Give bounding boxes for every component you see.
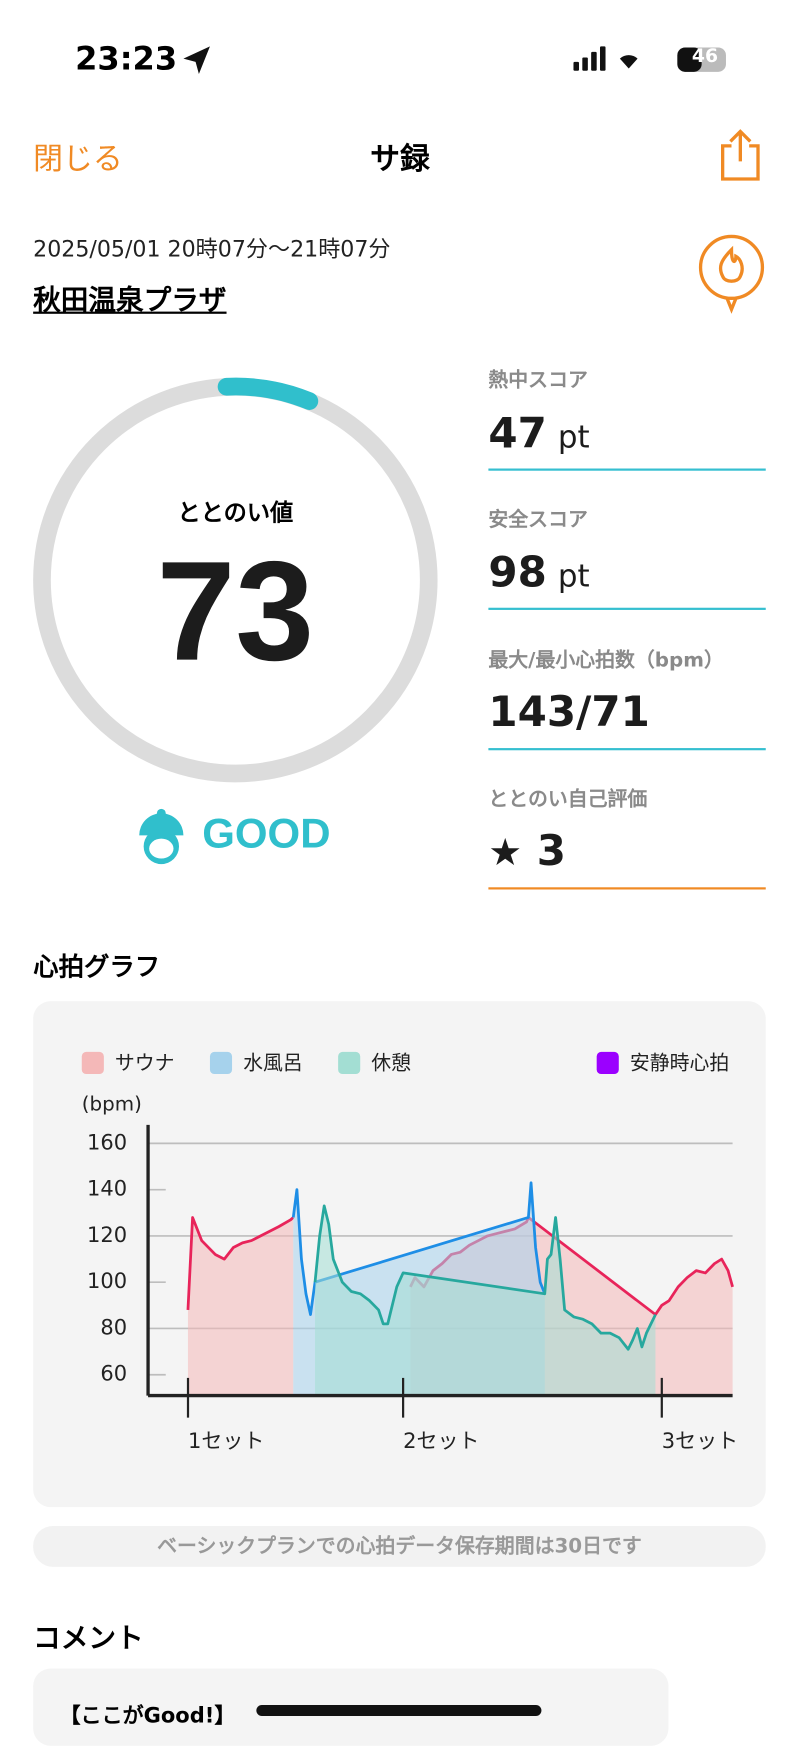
- battery-level: 46: [691, 45, 719, 68]
- stat-number: 47: [488, 408, 547, 458]
- y-tick-label: 100: [87, 1269, 127, 1293]
- score-label: ととのい値: [177, 499, 294, 526]
- y-tick-label: 60: [100, 1362, 127, 1386]
- x-tick-label: 3セット: [662, 1429, 738, 1453]
- stat-label: ととのい自己評価: [488, 787, 648, 812]
- fire-badge[interactable]: [696, 234, 767, 314]
- stat-value: 143/71: [488, 687, 650, 736]
- score-gauge: [33, 377, 438, 783]
- star-icon: ★: [488, 830, 523, 876]
- retention-note: ベーシックプランでの心拍データ保存期間は30日です: [33, 1525, 766, 1567]
- page-title: サ録: [370, 142, 430, 177]
- stat-unit: pt: [557, 418, 590, 456]
- close-button[interactable]: 閉じる: [33, 142, 123, 177]
- legend-swatch: [81, 1051, 104, 1075]
- stat-label: 安全スコア: [488, 508, 588, 532]
- line: [313, 1204, 657, 1351]
- stat-number: 3: [536, 826, 566, 876]
- stat-number: 98: [488, 548, 547, 597]
- heart-rate-chart: (bpm) サウナ 水風呂 休憩 安静時心拍 60 80 100 120 140 160 1セット 2…: [81, 1051, 738, 1453]
- share-button[interactable]: [716, 128, 765, 183]
- y-tick-label: 160: [87, 1130, 127, 1154]
- legend-label: 休憩: [371, 1052, 411, 1075]
- stat-label: 熱中スコア: [488, 369, 588, 393]
- score-value: 73: [156, 532, 315, 691]
- legend-swatch: [209, 1051, 233, 1075]
- legend-label: 水風呂: [243, 1052, 303, 1075]
- divider: [488, 468, 766, 471]
- stat-value: ★ 3: [488, 827, 566, 876]
- stat-unit: pt: [557, 558, 590, 595]
- rating-text: GOOD: [202, 811, 331, 858]
- section-title: 心拍グラフ: [33, 953, 161, 983]
- divider: [488, 748, 766, 751]
- legend-swatch: [596, 1051, 619, 1075]
- x-tick-label: 1セット: [188, 1429, 264, 1453]
- area: [315, 1205, 656, 1396]
- status-icons: [573, 46, 726, 72]
- facility-link[interactable]: 秋田温泉プラザ: [33, 283, 227, 317]
- legend-swatch: [338, 1051, 361, 1075]
- status-time: 23:23: [75, 39, 178, 78]
- stat-value: 98 pt: [488, 548, 589, 597]
- rating-icon: [139, 808, 184, 865]
- section-title: コメント: [33, 1622, 144, 1655]
- x-tick-label: 2セット: [403, 1429, 479, 1453]
- stat-label: 最大/最小心拍数（bpm）: [488, 648, 724, 672]
- comment-heading: 【ここがGood!】: [59, 1703, 236, 1729]
- y-tick-label: 140: [87, 1177, 127, 1201]
- divider: [488, 607, 766, 610]
- legend-label: 安静時心拍: [630, 1052, 729, 1075]
- redaction-bar: [256, 1704, 542, 1717]
- location-icon: [183, 46, 210, 75]
- y-tick-label: 120: [87, 1223, 127, 1247]
- chart-card: [33, 1001, 766, 1508]
- y-axis-label: (bpm): [82, 1092, 142, 1115]
- legend-label: サウナ: [115, 1052, 175, 1075]
- y-tick-label: 80: [100, 1315, 127, 1339]
- divider: [488, 887, 766, 890]
- session-datetime: 2025/05/01 20時07分〜21時07分: [33, 235, 391, 262]
- plot: [186, 1181, 734, 1396]
- stat-value: 47 pt: [488, 409, 589, 458]
